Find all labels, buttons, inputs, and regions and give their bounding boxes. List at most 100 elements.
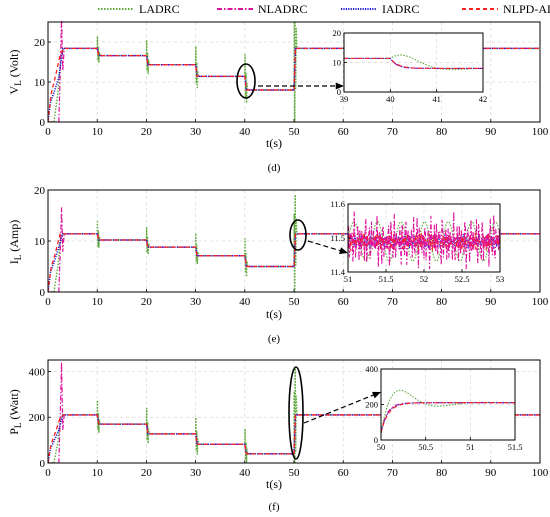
x-tick-label: 0: [45, 296, 51, 308]
x-tick-label: 70: [387, 126, 399, 138]
zoom-arrow-line: [307, 240, 342, 252]
x-tick-label: 80: [436, 467, 448, 479]
legend-label-nlpd-adrc: NLPD-ADRC: [503, 2, 550, 16]
series-nlpd-adrc: [48, 47, 540, 122]
x-axis-label: t(s): [266, 477, 282, 491]
inset-series-nladrc: [348, 210, 500, 270]
x-tick-label: 90: [485, 467, 497, 479]
y-axis-symbol: V: [7, 85, 21, 94]
x-tick-label: 100: [532, 126, 549, 138]
inset-x-tick-label: 50: [377, 442, 386, 452]
inset-panel: 51 51.5 52 52.5 53 11.4 11.5 11.6: [330, 199, 504, 284]
zoom-ellipse: [236, 63, 256, 99]
x-tick-label: 70: [387, 467, 399, 479]
y-tick-label: 200: [29, 412, 46, 424]
zoom-ellipse: [288, 366, 304, 460]
x-tick-label: 100: [532, 296, 549, 308]
inset-x-tick-label: 50.5: [418, 442, 433, 452]
x-tick-label: 10: [92, 126, 104, 138]
x-tick-label: 10: [92, 467, 104, 479]
y-tick-label: 10: [34, 236, 46, 248]
inset-series-nlpd-adrc: [344, 57, 483, 69]
panel-caption: (e): [268, 333, 281, 345]
inset-y-tick-label: 20: [333, 28, 342, 38]
inset-y-tick-label: 0: [374, 435, 378, 445]
x-tick-label: 40: [239, 467, 251, 479]
x-tick-label: 0: [45, 126, 51, 138]
zoom-ellipse: [289, 219, 307, 251]
y-axis-symbol: I: [7, 260, 21, 264]
x-tick-label: 20: [141, 296, 153, 308]
x-tick-label: 60: [338, 126, 350, 138]
x-tick-label: 50: [289, 296, 301, 308]
inset-panel: 50 50.5 51 51.5 0 200 400: [365, 364, 522, 452]
inset-y-tick-label: 11.5: [330, 233, 345, 243]
y-axis-label: IL (Amp): [7, 220, 23, 265]
x-tick-label: 80: [436, 126, 448, 138]
legend-label-ladrc: LADRC: [139, 2, 180, 16]
x-tick-label: 50: [289, 126, 301, 138]
x-tick-label: 30: [190, 296, 202, 308]
x-tick-label: 90: [485, 296, 497, 308]
x-axis-label: t(s): [266, 136, 282, 150]
y-tick-label: 20: [34, 185, 46, 197]
y-axis-subscript: L: [13, 255, 23, 261]
y-axis-label: VL (Volt): [7, 50, 23, 95]
inset-x-tick-label: 39: [340, 94, 349, 104]
x-axis-label: t(s): [266, 307, 282, 321]
x-tick-label: 10: [92, 296, 104, 308]
x-tick-label: 0: [45, 467, 51, 479]
x-tick-label: 30: [190, 126, 202, 138]
panel-f: 0 10 20 30 40 50 60 70 80 90 100 0 200 400 t(s) (f) PL (W…: [7, 359, 549, 513]
zoom-arrow-line: [303, 394, 375, 424]
inset-y-tick-label: 10: [333, 58, 342, 68]
y-axis-label: PL (Watt): [7, 389, 23, 435]
x-tick-label: 40: [239, 296, 251, 308]
panel-e: 0 10 20 30 40 50 60 70 80 90 100 0 10 20 t(s) (e) IL (Amp…: [7, 185, 549, 345]
y-axis-subscript: L: [13, 80, 23, 86]
inset-x-tick-label: 51.5: [508, 442, 523, 452]
legend-label-iadrc: IADRC: [382, 2, 419, 16]
inset-y-tick-label: 11.4: [330, 267, 345, 277]
inset-x-tick-label: 41: [432, 94, 441, 104]
x-tick-label: 60: [338, 467, 350, 479]
x-tick-label: 20: [141, 126, 153, 138]
series-nlpd-adrc: [48, 414, 540, 463]
y-tick-label: 400: [29, 366, 46, 378]
series-nlpd-adrc: [48, 232, 540, 292]
inset-panel: 39 40 41 42 0 10 20: [333, 28, 488, 104]
x-tick-label: 100: [532, 467, 549, 479]
y-axis-unit: (Watt): [7, 389, 21, 419]
inset-y-tick-label: 11.6: [330, 199, 345, 209]
legend-label-nladrc: NLADRC: [258, 2, 307, 16]
x-tick-label: 60: [338, 296, 350, 308]
y-tick-label: 10: [34, 77, 46, 89]
zoom-arrow-head: [339, 247, 348, 254]
inset-x-tick-label: 51.5: [379, 274, 394, 284]
x-tick-label: 80: [436, 296, 448, 308]
panel-caption: (f): [269, 501, 280, 513]
y-tick-label: 0: [40, 117, 46, 129]
inset-y-tick-label: 200: [365, 400, 378, 410]
x-tick-label: 20: [141, 467, 153, 479]
y-axis-unit: (Volt): [7, 50, 21, 78]
series-iadrc: [48, 47, 540, 122]
y-axis-symbol: P: [7, 428, 21, 435]
x-tick-label: 40: [239, 126, 251, 138]
inset-x-tick-label: 51: [466, 442, 475, 452]
y-tick-label: 0: [40, 287, 46, 299]
inset-y-tick-label: 400: [365, 364, 378, 374]
inset-x-tick-label: 52.5: [455, 274, 470, 284]
zoom-arrow-head: [372, 391, 381, 399]
panel-d: 0 10 20 30 40 50 60 70 80 90 10001020t(s)(d)VL(Vol…: [7, 21, 549, 174]
x-tick-label: 50: [289, 467, 301, 479]
legend: LADRC NLADRC IADRC NLPD-ADRC: [98, 2, 550, 16]
inset-y-tick-label: 0: [337, 87, 341, 97]
inset-x-tick-label: 40: [386, 94, 395, 104]
x-tick-label: 70: [387, 296, 399, 308]
inset-x-tick-label: 42: [479, 94, 488, 104]
y-tick-label: 0: [40, 458, 46, 470]
y-axis-unit: (Amp): [7, 220, 21, 252]
y-tick-label: 20: [34, 37, 46, 49]
